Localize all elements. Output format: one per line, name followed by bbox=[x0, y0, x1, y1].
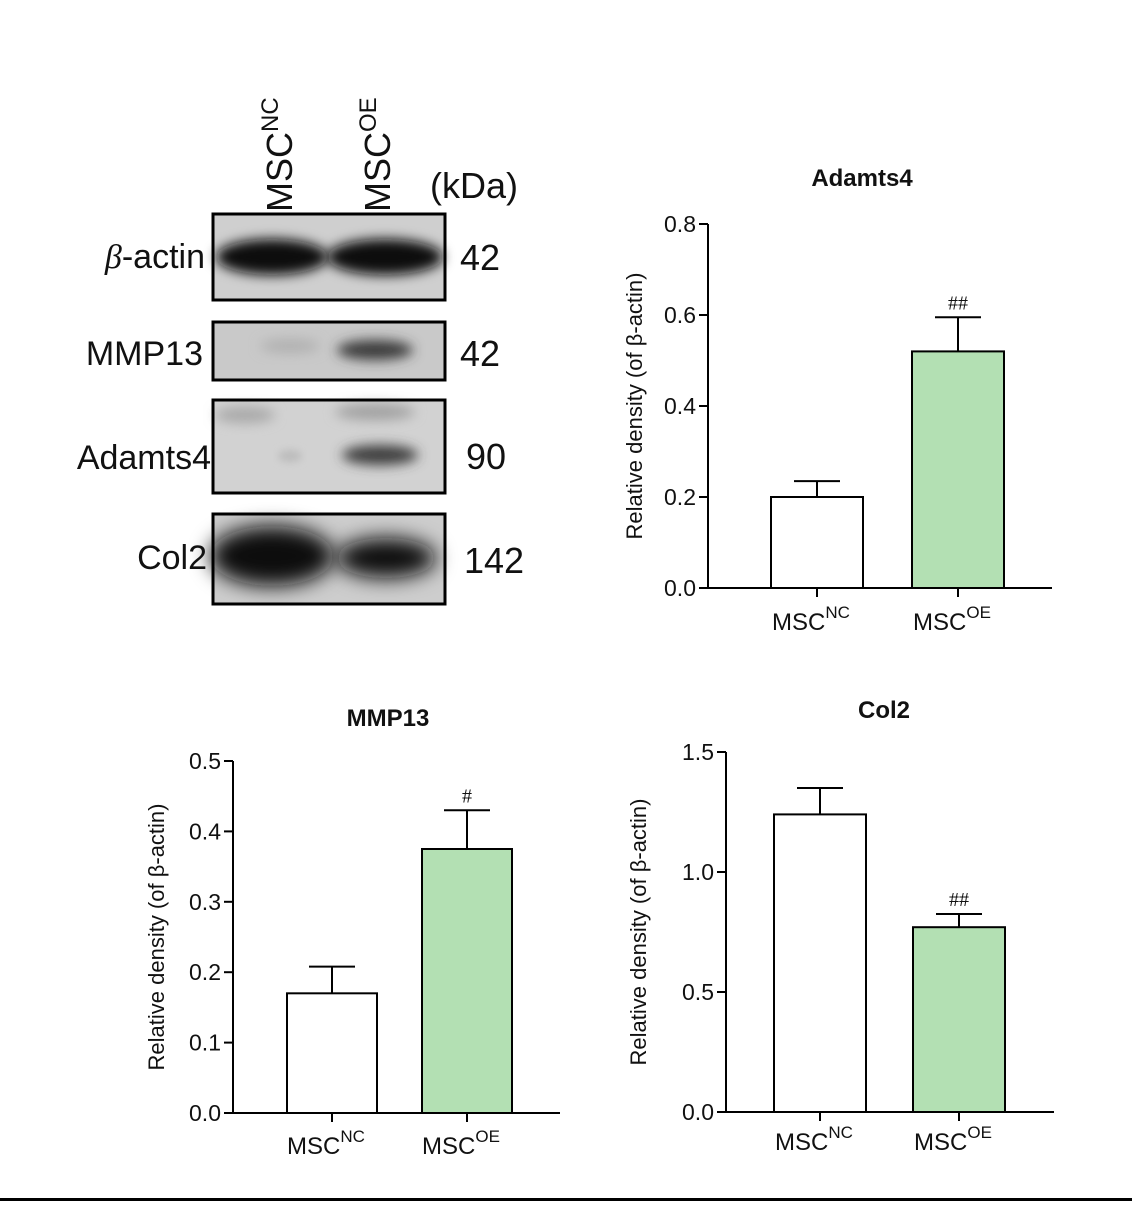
protein-band bbox=[278, 450, 302, 462]
category-superscript: OE bbox=[966, 603, 991, 622]
protein-band bbox=[260, 339, 320, 353]
lane-header-msc-oe: MSCOE bbox=[355, 97, 398, 212]
y-tick-label: 0.3 bbox=[189, 889, 221, 915]
x-category-label: MSCOE bbox=[422, 1127, 500, 1160]
lane-header-msc-nc: MSCNC bbox=[257, 97, 300, 212]
lane-header-base: MSC bbox=[259, 132, 300, 212]
blot-row-label: Adamts4 bbox=[77, 439, 211, 477]
protein-band bbox=[216, 239, 328, 275]
x-category-label: MSCNC bbox=[772, 603, 850, 636]
category-base: MSC bbox=[914, 1129, 967, 1156]
protein-band bbox=[336, 538, 436, 578]
bottom-rule bbox=[0, 1198, 1132, 1201]
protein-band bbox=[342, 445, 418, 465]
category-base: MSC bbox=[422, 1133, 475, 1160]
protein-band bbox=[337, 340, 413, 360]
blot-row-mmp13: MMP13 42 bbox=[86, 320, 500, 382]
bar bbox=[912, 926, 1006, 1114]
lane-header-sup: NC bbox=[257, 97, 284, 132]
category-superscript: NC bbox=[828, 1123, 853, 1142]
y-axis-label: Relative density (of β-actin) bbox=[626, 799, 651, 1066]
y-tick-label: 1.5 bbox=[682, 739, 714, 765]
significance-marker: # bbox=[462, 785, 472, 807]
lane-header-base: MSC bbox=[357, 132, 398, 212]
chart-title: MMP13 bbox=[347, 705, 430, 732]
bar bbox=[773, 813, 867, 1114]
western-blot-panel: MSCNC MSCOE (kDa) β-actin 42 MMP13 42 bbox=[77, 97, 524, 606]
significance-marker: ## bbox=[949, 889, 969, 911]
protein-band bbox=[215, 407, 275, 423]
protein-band bbox=[210, 526, 334, 586]
bar bbox=[421, 848, 513, 1114]
y-tick-label: 0.1 bbox=[189, 1030, 221, 1056]
category-base: MSC bbox=[775, 1129, 828, 1156]
blot-row-kda: 142 bbox=[464, 540, 524, 581]
blot-frame bbox=[211, 512, 447, 606]
chart-adamts4: Adamts4 Relative density (of β-actin) 0.0 0… bbox=[622, 165, 1052, 636]
blot-frame bbox=[211, 398, 447, 495]
chart-title: Col2 bbox=[858, 697, 910, 724]
y-tick-label: 0.0 bbox=[189, 1100, 221, 1126]
bar bbox=[770, 496, 864, 589]
kda-header: (kDa) bbox=[430, 165, 518, 206]
y-tick-label: 0.8 bbox=[664, 211, 696, 237]
bar bbox=[911, 350, 1005, 589]
blot-row-label: MMP13 bbox=[86, 335, 203, 373]
category-superscript: NC bbox=[825, 603, 850, 622]
chart-title: Adamts4 bbox=[811, 165, 913, 192]
y-tick-label: 0.2 bbox=[189, 959, 221, 985]
y-tick-label: 0.2 bbox=[664, 484, 696, 510]
category-base: MSC bbox=[772, 609, 825, 636]
y-tick-label: 0.4 bbox=[664, 393, 696, 419]
svg-text:MSCNC: MSCNC bbox=[257, 97, 300, 212]
x-category-label: MSCNC bbox=[775, 1123, 853, 1156]
svg-text:MSCOE: MSCOE bbox=[355, 97, 398, 212]
blot-row-label: Col2 bbox=[137, 539, 207, 577]
protein-band bbox=[327, 239, 443, 275]
category-base: MSC bbox=[287, 1133, 340, 1160]
blot-row-col2: Col2 142 bbox=[137, 512, 524, 606]
category-superscript: OE bbox=[475, 1127, 500, 1146]
y-tick-label: 0.0 bbox=[664, 575, 696, 601]
chart-mmp13: MMP13 Relative density (of β-actin) 0.0 0.1… bbox=[144, 705, 560, 1160]
y-tick-label: 0.0 bbox=[682, 1099, 714, 1125]
category-superscript: NC bbox=[340, 1127, 365, 1146]
x-category-label: MSCOE bbox=[914, 1123, 992, 1156]
x-category-label: MSCOE bbox=[913, 603, 991, 636]
protein-band bbox=[335, 404, 415, 420]
category-base: MSC bbox=[913, 609, 966, 636]
y-tick-label: 1.0 bbox=[682, 859, 714, 885]
blot-frame bbox=[211, 320, 447, 382]
y-tick-label: 0.4 bbox=[189, 818, 221, 844]
lane-header-sup: OE bbox=[355, 97, 382, 132]
blot-row-label: β-actin bbox=[104, 238, 205, 276]
chart-col2: Col2 Relative density (of β-actin) 0.0 0.5 1… bbox=[626, 697, 1054, 1156]
blot-row-kda: 42 bbox=[460, 333, 500, 374]
blot-row-beta-actin: β-actin 42 bbox=[104, 212, 500, 302]
blot-frame bbox=[211, 212, 447, 302]
significance-marker: ## bbox=[948, 292, 968, 314]
blot-row-kda: 90 bbox=[466, 436, 506, 477]
y-tick-label: 0.5 bbox=[189, 748, 221, 774]
y-tick-label: 0.6 bbox=[664, 302, 696, 328]
y-axis-label: Relative density (of β-actin) bbox=[144, 804, 169, 1071]
y-tick-label: 0.5 bbox=[682, 979, 714, 1005]
category-superscript: OE bbox=[967, 1123, 992, 1142]
bar bbox=[286, 992, 378, 1115]
blot-row-adamts4: Adamts4 90 bbox=[77, 398, 506, 495]
y-axis-label: Relative density (of β-actin) bbox=[622, 273, 647, 540]
blot-row-kda: 42 bbox=[460, 237, 500, 278]
x-category-label: MSCNC bbox=[287, 1127, 365, 1160]
